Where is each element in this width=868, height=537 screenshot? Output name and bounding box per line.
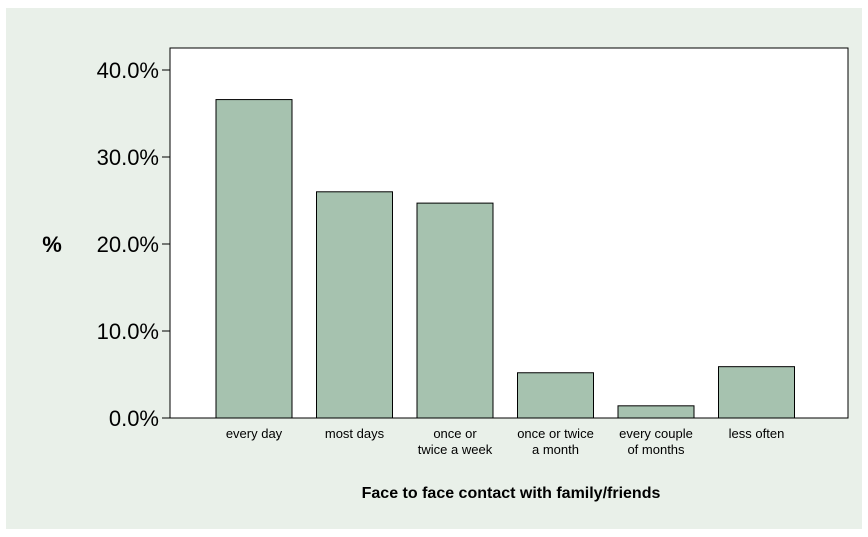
bar	[215, 99, 293, 419]
x-category-label-line: twice a week	[418, 442, 493, 457]
bar	[617, 405, 695, 419]
x-category-label-line: a month	[532, 442, 579, 457]
x-axis-labels: every day most days once or twice a weekonc…	[226, 426, 785, 457]
y-tick-label: 30.0%	[97, 145, 159, 170]
bar	[517, 372, 594, 419]
bar	[416, 202, 494, 419]
bar	[316, 191, 393, 419]
y-tick-label: 10.0%	[97, 319, 159, 344]
y-axis-title: %	[42, 232, 62, 257]
y-tick-label: 20.0%	[97, 232, 159, 257]
x-category-label-line: most days	[325, 426, 385, 441]
bar	[718, 366, 795, 419]
x-category-label-line: less often	[729, 426, 785, 441]
x-axis-title: Face to face contact with family/friends	[362, 485, 661, 502]
bars-group	[215, 99, 795, 419]
x-category-label-line: once or	[433, 426, 477, 441]
x-category-label: once or twice a month	[517, 426, 594, 457]
x-category-label-line: every couple	[619, 426, 693, 441]
y-tick-label: 40.0%	[97, 58, 159, 83]
x-category-label: less often	[729, 426, 785, 441]
y-axis: 0.0% 10.0% 20.0% 30.0% 40.0%	[97, 58, 170, 431]
x-category-label-line: of months	[627, 442, 685, 457]
x-category-label-line: once or twice	[517, 426, 594, 441]
x-category-label: once or twice a week	[418, 426, 493, 457]
x-category-label: every day	[226, 426, 283, 441]
y-tick-label: 0.0%	[109, 406, 159, 431]
x-category-label-line: every day	[226, 426, 283, 441]
x-category-label: most days	[325, 426, 385, 441]
x-category-label: every couple of months	[619, 426, 693, 457]
